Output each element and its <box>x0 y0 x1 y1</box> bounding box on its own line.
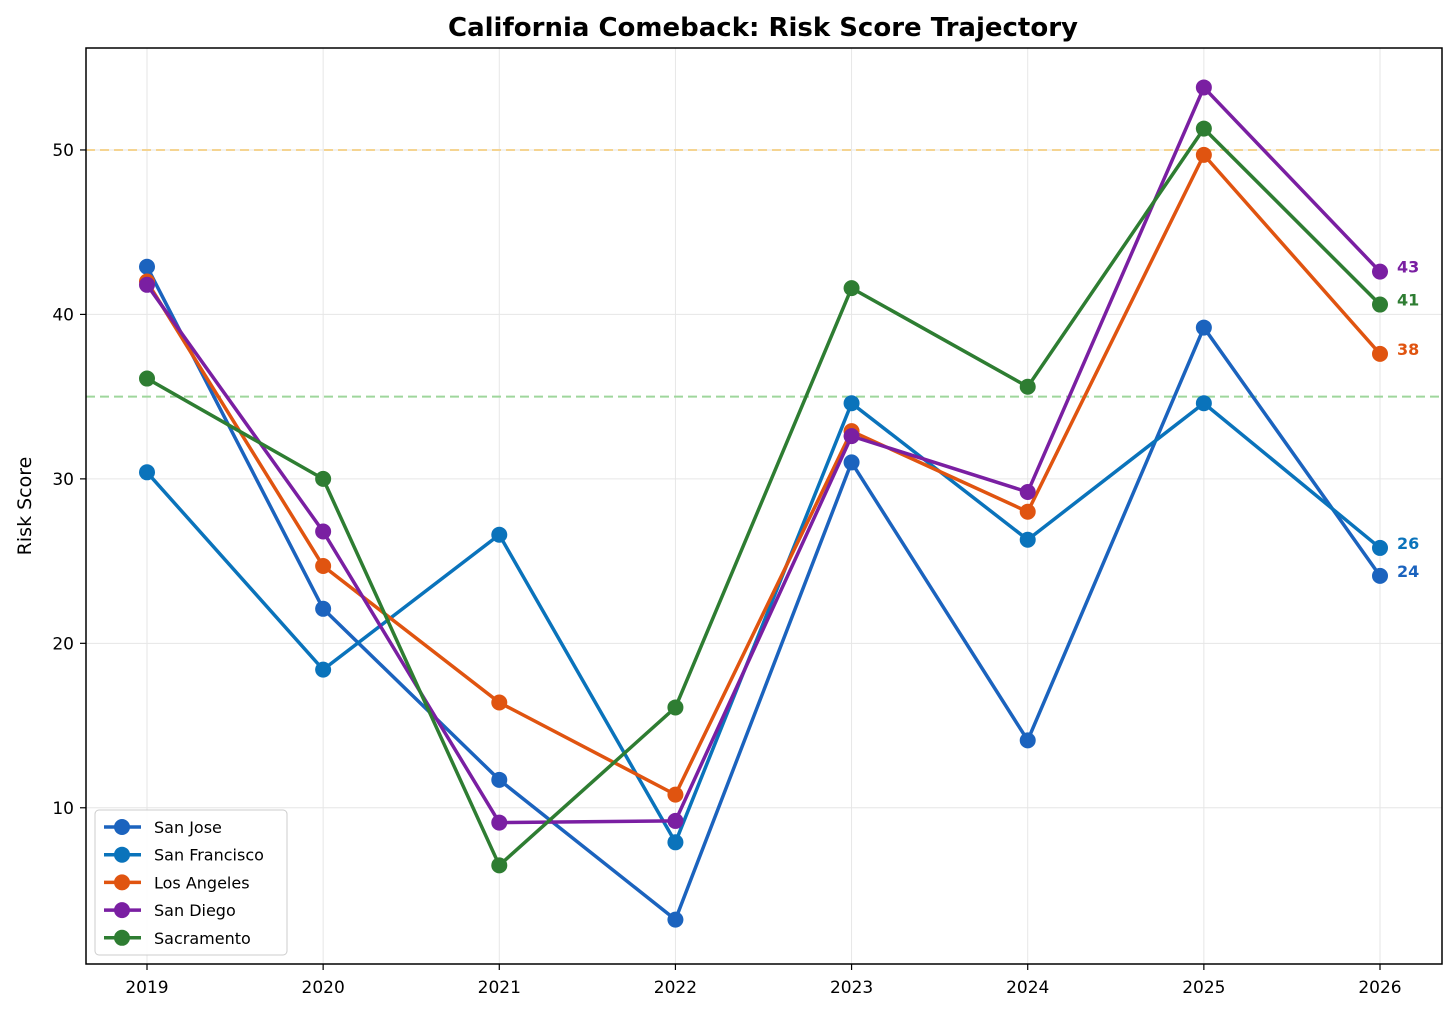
data-point <box>139 276 155 293</box>
series-line <box>145 265 1382 922</box>
legend-label: Los Angeles <box>154 873 250 892</box>
data-point <box>315 558 332 575</box>
y-tick-label: 30 <box>52 470 74 490</box>
axis-layer: 2019 2020 2021 2022 2023 2024 2025 2026 10 20 30 40… <box>52 141 1401 998</box>
data-point <box>1195 79 1212 96</box>
data-point <box>1372 567 1388 584</box>
y-tick-label: 40 <box>52 305 74 325</box>
data-point <box>667 911 684 928</box>
series-san-francisco <box>139 395 1388 851</box>
legend-items: San Jose San Francisco Los Angeles San Dieg… <box>104 818 264 948</box>
end-value-label: 26 <box>1397 534 1419 553</box>
data-point <box>1372 539 1388 556</box>
data-point <box>1019 732 1036 749</box>
series-san-jose <box>139 258 1388 928</box>
data-point <box>315 661 332 678</box>
data-point <box>1195 146 1212 163</box>
legend-swatch-marker <box>114 874 130 891</box>
x-tick-label: 2023 <box>830 978 873 998</box>
plot-frame <box>85 47 1443 965</box>
y-axis-label: Risk Score <box>14 457 36 556</box>
x-tick-label: 2025 <box>1182 978 1225 998</box>
legend-swatch-marker <box>114 846 130 863</box>
data-point <box>667 699 684 716</box>
legend-swatch-marker <box>114 819 130 835</box>
data-point <box>1019 503 1036 520</box>
x-tick-label: 2019 <box>125 978 168 998</box>
data-point <box>1195 395 1212 412</box>
x-tick-label: 2022 <box>654 978 697 998</box>
y-tick-label: 20 <box>52 634 74 654</box>
series-line <box>145 153 1382 797</box>
end-value-label: 43 <box>1397 258 1419 277</box>
data-point <box>1019 378 1036 395</box>
x-tick-label: 2020 <box>302 978 345 998</box>
data-point <box>139 258 155 275</box>
end-value-label: 38 <box>1397 340 1419 359</box>
data-point <box>491 526 508 543</box>
y-tick-label: 10 <box>52 799 74 819</box>
grid-layer <box>86 48 1442 964</box>
data-point <box>843 280 860 297</box>
x-tick-label: 2021 <box>478 978 521 998</box>
data-point <box>315 600 332 617</box>
data-point <box>1372 263 1388 280</box>
data-point <box>315 523 332 540</box>
legend-item: San Jose <box>104 818 222 837</box>
x-tick-label: 2026 <box>1358 978 1401 998</box>
series-line <box>145 85 1382 825</box>
data-point <box>667 786 684 803</box>
legend-swatch-marker <box>114 902 130 919</box>
data-point <box>1372 345 1388 362</box>
legend-label: San Diego <box>154 901 236 920</box>
data-point <box>139 464 155 481</box>
data-point <box>667 834 684 851</box>
data-point <box>1019 531 1036 548</box>
data-point <box>667 812 684 829</box>
series-sacramento <box>139 120 1388 874</box>
end-labels: 24 26 38 43 41 <box>1397 258 1419 581</box>
chart-title: California Comeback: Risk Score Trajecto… <box>448 13 1078 43</box>
legend-label: Sacramento <box>154 929 251 948</box>
data-point <box>139 370 155 387</box>
legend-label: San Francisco <box>154 846 264 865</box>
legend-label: San Jose <box>154 818 222 837</box>
data-point <box>491 694 508 711</box>
end-value-label: 24 <box>1397 562 1419 581</box>
series-san-diego <box>139 79 1388 831</box>
data-point <box>1195 120 1212 137</box>
data-point <box>491 771 508 788</box>
legend-item: Los Angeles <box>104 873 250 892</box>
data-point <box>1372 296 1388 313</box>
reference-lines <box>86 148 1442 398</box>
legend-box <box>94 809 288 956</box>
y-tick-label: 50 <box>52 141 74 161</box>
data-point <box>843 428 860 445</box>
end-value-label: 41 <box>1397 291 1419 310</box>
legend-item: Sacramento <box>104 929 251 948</box>
x-tick-label: 2024 <box>1006 978 1049 998</box>
data-point <box>1019 484 1036 501</box>
data-point <box>491 814 508 831</box>
legend-item: San Diego <box>104 901 236 920</box>
data-point <box>491 857 508 874</box>
series-layer <box>139 79 1388 928</box>
data-point <box>843 454 860 471</box>
data-point <box>1195 319 1212 336</box>
legend-swatch-marker <box>114 929 130 946</box>
series-line <box>146 126 1382 868</box>
series-line <box>145 401 1382 845</box>
legend: San Jose San Francisco Los Angeles San Dieg… <box>94 809 288 956</box>
data-point <box>843 395 860 412</box>
data-point <box>315 470 332 487</box>
legend-item: San Francisco <box>104 846 264 865</box>
